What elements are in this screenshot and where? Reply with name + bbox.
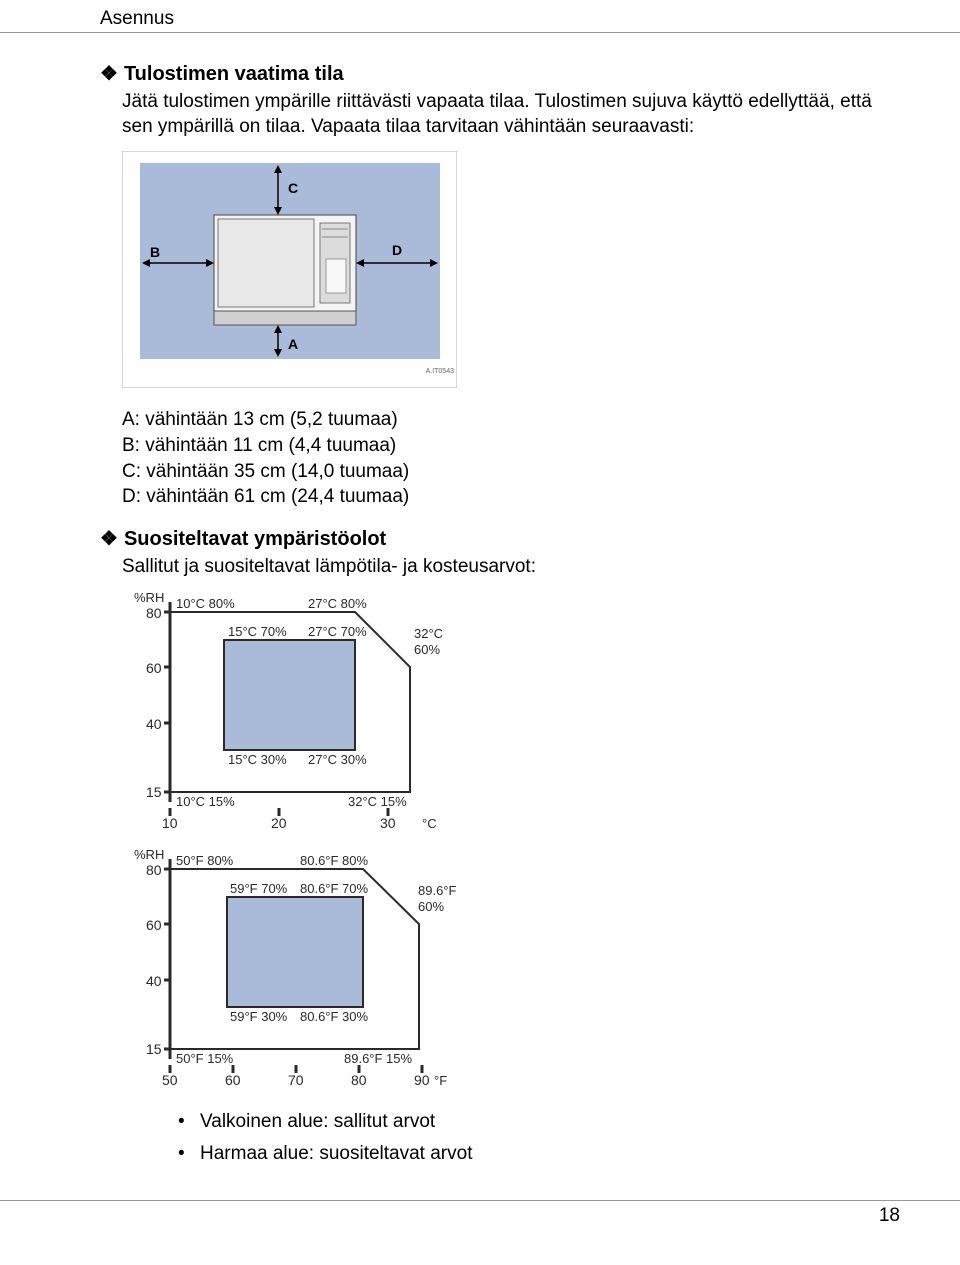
section1-title: Tulostimen vaatima tila	[100, 61, 900, 86]
legend-list: Valkoinen alue: sallitut arvot Harmaa al…	[138, 1106, 900, 1171]
chartC-pt-tr: 27°C 80%	[308, 596, 367, 611]
chartF-pt-ibr: 80.6°F 30%	[300, 1009, 369, 1024]
clearance-measures: A: vähintään 13 cm (5,2 tuumaa) B: vähin…	[122, 407, 900, 510]
section1-para: Jätä tulostimen ympärille riittävästi va…	[122, 90, 900, 139]
chart-celsius: 80 60 40 15 10 20 30	[122, 592, 900, 835]
chartF-pt-r1: 89.6°F	[418, 883, 457, 898]
fig1-label-b: B	[150, 244, 160, 260]
chartC-x10: 10	[162, 815, 178, 830]
chartF-xlabel: °F	[434, 1073, 447, 1087]
chartF-pt-ibl: 59°F 30%	[230, 1009, 288, 1024]
svg-text:80: 80	[146, 862, 162, 878]
svg-text:40: 40	[146, 973, 162, 989]
chartC-pt-r2: 60%	[414, 642, 440, 657]
chartC-y60: 60	[146, 660, 162, 676]
chartF-ylabel: %RH	[134, 849, 164, 862]
chartF-pt-itl: 59°F 70%	[230, 881, 288, 896]
chartC-pt-ibr: 27°C 30%	[308, 752, 367, 767]
svg-text:60: 60	[225, 1072, 241, 1087]
svg-text:60: 60	[146, 917, 162, 933]
chartF-pt-br: 89.6°F 15%	[344, 1051, 413, 1066]
legend-grey: Harmaa alue: suositeltavat arvot	[178, 1138, 900, 1170]
chartC-pt-bl: 10°C 15%	[176, 794, 235, 809]
chartF-pt-tr: 80.6°F 80%	[300, 853, 369, 868]
chartC-pt-ibl: 15°C 30%	[228, 752, 287, 767]
measure-c: C: vähintään 35 cm (14,0 tuumaa)	[122, 459, 900, 485]
chartC-xlabel: °C	[422, 816, 437, 830]
chartC-pt-r1: 32°C	[414, 626, 443, 641]
measure-d: D: vähintään 61 cm (24,4 tuumaa)	[122, 484, 900, 510]
fig1-label-d: D	[392, 242, 402, 258]
section2-title: Suositeltavat ympäristöolot	[100, 526, 900, 551]
page-number: 18	[0, 1200, 960, 1227]
svg-text:50: 50	[162, 1072, 178, 1087]
fig1-label-a: A	[288, 336, 298, 352]
legend-white: Valkoinen alue: sallitut arvot	[178, 1106, 900, 1138]
measure-a: A: vähintään 13 cm (5,2 tuumaa)	[122, 407, 900, 433]
content-area: Tulostimen vaatima tila Jätä tulostimen …	[0, 33, 960, 1170]
chartF-pt-itr: 80.6°F 70%	[300, 881, 369, 896]
chartC-y40: 40	[146, 716, 162, 732]
header-section: Asennus	[0, 0, 960, 33]
chartC-pt-itr: 27°C 70%	[308, 624, 367, 639]
chartF-pt-tl: 50°F 80%	[176, 853, 234, 868]
fig1-label-c: C	[288, 180, 298, 196]
fig1-ref: A.IT0543	[426, 368, 455, 375]
svg-text:90: 90	[414, 1072, 430, 1087]
svg-text:70: 70	[288, 1072, 304, 1087]
page: Asennus Tulostimen vaatima tila Jätä tul…	[0, 0, 960, 1257]
printer-clearance-figure: C B D A A.IT0543	[122, 151, 900, 393]
measure-b: B: vähintään 11 cm (4,4 tuumaa)	[122, 433, 900, 459]
chartC-pt-br: 32°C 15%	[348, 794, 407, 809]
chartC-ylabel: %RH	[134, 592, 164, 605]
chartC-x30: 30	[380, 815, 396, 830]
chartC-x20: 20	[271, 815, 287, 830]
chartF-pt-bl: 50°F 15%	[176, 1051, 234, 1066]
chartC-y15: 15	[146, 784, 162, 800]
chart-fahrenheit: 80 60 40 15 50 60 70 80 90 %RH °F	[122, 849, 900, 1092]
svg-text:15: 15	[146, 1041, 162, 1057]
chartF-pt-r2: 60%	[418, 899, 444, 914]
chartC-y80: 80	[146, 605, 162, 621]
chartC-pt-tl: 10°C 80%	[176, 596, 235, 611]
chartC-pt-itl: 15°C 70%	[228, 624, 287, 639]
section2-para: Sallitut ja suositeltavat lämpötila- ja …	[122, 555, 900, 580]
svg-text:80: 80	[351, 1072, 367, 1087]
